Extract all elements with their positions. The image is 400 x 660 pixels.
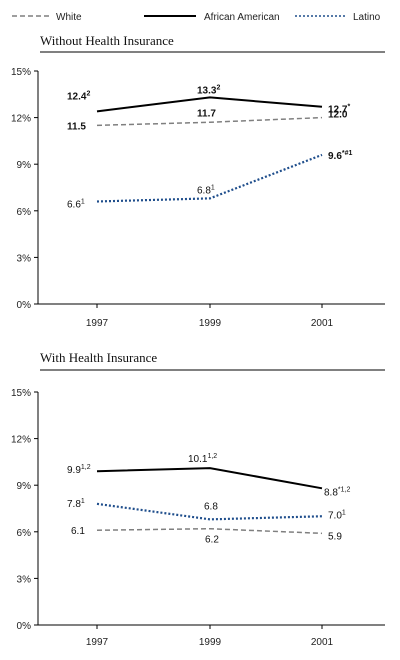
data-label-sup: 1,2 [207, 453, 217, 460]
data-label: 6.8 [204, 501, 218, 512]
x-tick-label: 1997 [86, 637, 109, 648]
series-line-african-american [96, 96, 323, 113]
data-label: 12.42 [67, 90, 90, 102]
y-tick-label: 3% [17, 574, 32, 585]
y-tick-label: 9% [17, 481, 32, 492]
data-label: 5.9 [328, 531, 342, 542]
y-tick-label: 12% [11, 435, 31, 446]
data-label: 9.91,2 [67, 464, 91, 476]
data-label: 13.32 [197, 84, 220, 96]
y-tick-label: 6% [17, 528, 32, 539]
data-label: 6.81 [197, 184, 215, 196]
data-label: 12.0 [328, 110, 348, 121]
series-line-white [96, 116, 323, 127]
legend-label-0: White [56, 12, 82, 23]
data-label: 6.2 [205, 535, 219, 546]
series-line-white [96, 527, 323, 535]
x-tick-label: 2001 [311, 318, 334, 329]
x-tick-label: 1999 [199, 318, 222, 329]
data-label: 10.11,2 [188, 453, 217, 465]
data-label-sup: *#1 [342, 150, 353, 157]
x-tick-label: 1997 [86, 318, 109, 329]
data-label: 8.8*1,2 [324, 486, 350, 498]
data-label: 6.61 [67, 198, 85, 210]
data-label-sup: 1 [81, 498, 85, 505]
series-line-latino [96, 502, 323, 521]
legend-label-1: African American [204, 12, 280, 23]
data-label: 6.1 [71, 526, 85, 537]
data-label-sup: 2 [216, 84, 220, 91]
legend: White African American Latino [12, 12, 381, 23]
y-tick-label: 6% [17, 207, 32, 218]
chart-with-insurance: With Health Insurance 0% 3% 6% 9% 12% 15% 1997 1… [11, 350, 385, 648]
x-tick-label: 1999 [199, 637, 222, 648]
y-tick-label: 9% [17, 160, 32, 171]
data-label: 9.6*#1 [328, 150, 353, 162]
legend-label-2: Latino [353, 12, 381, 23]
data-label: 7.81 [67, 498, 85, 510]
y-tick-label: 15% [11, 67, 31, 78]
data-label-sup: 1 [211, 184, 215, 191]
data-label-sup: * [347, 104, 350, 111]
y-tick-label: 0% [17, 621, 32, 632]
chart-title: With Health Insurance [40, 350, 157, 365]
y-tick-label: 12% [11, 114, 31, 125]
data-label-sup: *1,2 [338, 486, 351, 493]
data-label: 11.5 [67, 121, 86, 132]
series-line-latino [96, 153, 323, 203]
data-label: 11.7 [197, 108, 216, 119]
data-label: 7.01 [328, 509, 346, 521]
y-tick-label: 15% [11, 388, 31, 399]
data-label-sup: 2 [86, 90, 90, 97]
series-line-african-american [96, 467, 323, 490]
data-label-sup: 1,2 [81, 464, 91, 471]
y-tick-label: 0% [17, 300, 32, 311]
chart-without-insurance: Without Health Insurance0%3%6%9%12%15%19… [11, 33, 385, 329]
data-label: 12.7* [328, 104, 350, 116]
y-tick-label: 3% [17, 253, 32, 264]
x-tick-label: 2001 [311, 637, 334, 648]
data-label-sup: 1 [81, 198, 85, 205]
chart-title: Without Health Insurance [40, 33, 174, 48]
data-label-sup: 1 [342, 509, 346, 516]
